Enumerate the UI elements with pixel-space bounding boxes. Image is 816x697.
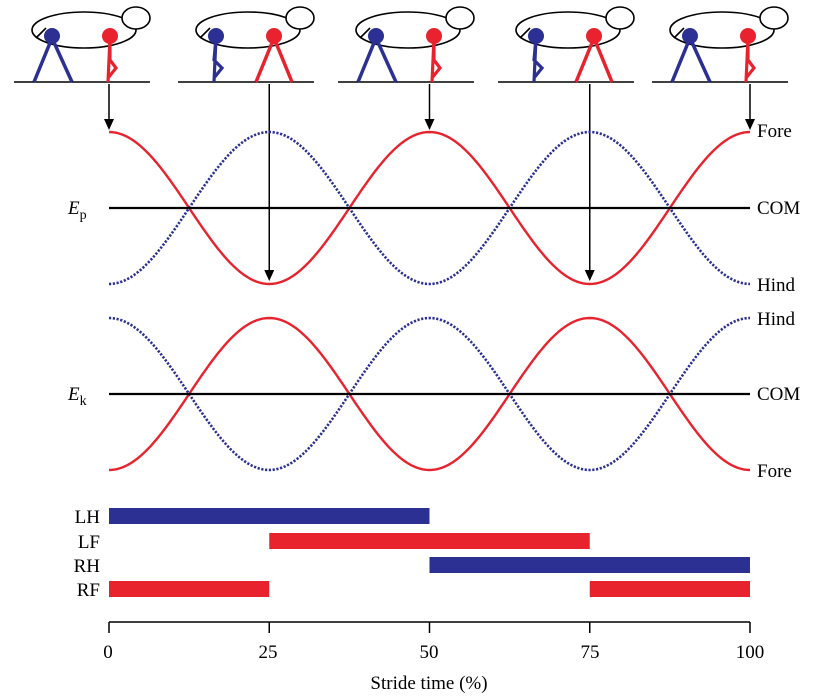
fore-legs-planted: [254, 37, 294, 83]
ek-series-hind: [108, 316, 751, 472]
footfall-bar-rh-0: [429, 557, 750, 573]
fore-legs-swing: [744, 37, 757, 83]
hind-hip-joint: [528, 28, 544, 44]
limb-label-lh: LH: [75, 507, 101, 528]
limb-label-lf: LF: [78, 532, 100, 553]
x-tick-label-0: 0: [103, 642, 113, 663]
fore-shoulder-joint: [266, 28, 282, 44]
fore-shoulder-joint: [586, 28, 602, 44]
head-outline: [121, 6, 151, 30]
ep-series-hind: [108, 130, 751, 286]
hind-legs-planted: [32, 37, 74, 83]
tail-line: [519, 27, 531, 39]
animal-frame-1: [178, 6, 315, 83]
x-axis-ticks: [108, 622, 751, 633]
body-outline: [195, 11, 301, 49]
x-tick-label-25: 25: [259, 642, 278, 663]
tail-line: [673, 27, 685, 39]
x-axis-title: Stride time (%): [370, 673, 487, 694]
arrow-head-50: [424, 119, 435, 130]
ep-curves: [108, 130, 751, 286]
x-tick-label-50: 50: [420, 642, 439, 663]
animal-frame-3: [498, 6, 635, 83]
hind-hip-joint: [44, 28, 60, 44]
limb-label-rf: RF: [77, 580, 100, 601]
fore-shoulder-joint: [740, 28, 756, 44]
ek-axis-label: Ek: [67, 384, 87, 409]
fore-shoulder-joint: [102, 28, 118, 44]
body-outline: [31, 11, 137, 49]
ek-label-fore: Fore: [757, 461, 792, 482]
ek-series-fore: [108, 316, 751, 472]
tail-line: [199, 27, 211, 39]
footfall-bar-rf-1: [589, 581, 750, 597]
arrow-head-100: [745, 119, 755, 130]
ep-series-fore: [108, 130, 751, 286]
fore-legs-swing: [430, 37, 443, 83]
ek-label-hind: Hind: [757, 309, 796, 330]
arrow-head-75: [584, 270, 595, 281]
arrow-head-0: [104, 119, 114, 130]
x-tick-label-100: 100: [736, 642, 765, 663]
ep-axis-label: Ep: [67, 198, 87, 223]
footfall-bar-lh-0: [109, 508, 430, 524]
footfall-bars: [109, 508, 750, 597]
head-outline: [605, 6, 635, 30]
fore-shoulder-joint: [426, 28, 442, 44]
hind-hip-joint: [368, 28, 384, 44]
animal-frame-0: [14, 6, 151, 83]
fore-legs-planted: [574, 37, 614, 83]
arrow-head-25: [264, 270, 275, 281]
animal-frame-4: [652, 6, 789, 83]
tail-line: [359, 27, 371, 39]
ek-label-com: COM: [757, 384, 800, 405]
ep-label-fore: Fore: [757, 121, 792, 142]
potential-energy-panel: Ep Fore COM Hind: [67, 121, 800, 296]
head-outline: [759, 6, 789, 30]
fore-legs-swing: [106, 37, 119, 83]
kinetic-energy-panel: Ek Hind COM Fore: [67, 309, 800, 482]
hind-legs-swing: [212, 37, 225, 83]
footfall-diagram: LH LF RH RF: [74, 507, 750, 601]
footfall-bar-lf-0: [269, 533, 590, 549]
hind-legs-swing: [532, 37, 545, 83]
limb-label-rh: RH: [74, 556, 101, 577]
hind-legs-planted: [670, 37, 712, 83]
ep-label-com: COM: [757, 198, 800, 219]
x-axis: 0 25 50 75 100 Stride time (%): [103, 621, 765, 694]
animal-frame-2: [338, 6, 475, 83]
hind-hip-joint: [682, 28, 698, 44]
head-outline: [285, 6, 315, 30]
hind-legs-planted: [356, 37, 398, 83]
ek-curves: [108, 316, 751, 472]
body-outline: [355, 11, 461, 49]
animal-cartoons: [14, 6, 789, 83]
hind-hip-joint: [208, 28, 224, 44]
head-outline: [445, 6, 475, 30]
tail-line: [35, 27, 47, 39]
stride-arrows: [104, 84, 755, 281]
x-tick-label-75: 75: [581, 642, 600, 663]
ep-label-hind: Hind: [757, 275, 796, 296]
body-outline: [515, 11, 621, 49]
footfall-bar-rf-0: [109, 581, 270, 597]
body-outline: [669, 11, 775, 49]
